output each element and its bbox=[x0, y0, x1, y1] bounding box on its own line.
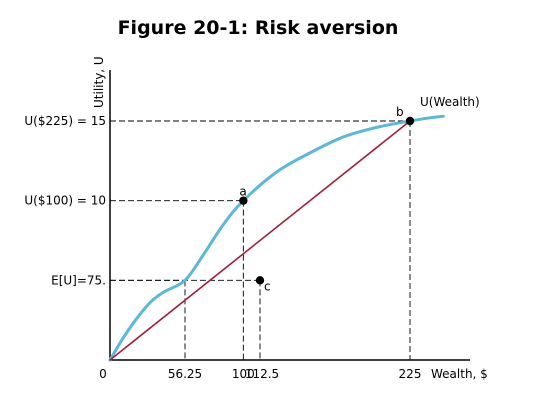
y-tick-label: U($100) = 10 bbox=[24, 194, 106, 208]
series-group bbox=[108, 114, 445, 362]
utility-curve bbox=[108, 114, 445, 362]
y-tick-label: U($225) = 15 bbox=[24, 114, 106, 128]
chart-title: Figure 20-1: Risk aversion bbox=[118, 17, 399, 39]
y-tick-label: E[U]=75. bbox=[51, 273, 106, 287]
point-c bbox=[255, 276, 265, 285]
y-axis-label: Utility, U bbox=[92, 56, 106, 108]
x-tick-label: 0 bbox=[99, 367, 107, 381]
x-tick-label: 112.5 bbox=[245, 367, 279, 381]
x-tick-label: 56.25 bbox=[168, 367, 202, 381]
point-a bbox=[239, 196, 248, 205]
guide-lines bbox=[110, 120, 411, 360]
x-tick-label: 100 bbox=[232, 367, 255, 381]
y-tick-labels: E[U]=75. U($100) = 10 U($225) = 15 bbox=[24, 114, 106, 287]
point-label-b: b bbox=[396, 105, 404, 119]
series-label-u-wealth: U(Wealth) bbox=[420, 95, 480, 109]
chord-line bbox=[109, 120, 411, 361]
x-axis-label: Wealth, $ bbox=[431, 367, 488, 381]
point-b bbox=[405, 116, 415, 126]
x-tick-label: 225 bbox=[399, 367, 422, 381]
point-label-a: a bbox=[239, 185, 246, 199]
point-label-c: c bbox=[264, 279, 271, 293]
data-points: a b c bbox=[239, 105, 415, 293]
